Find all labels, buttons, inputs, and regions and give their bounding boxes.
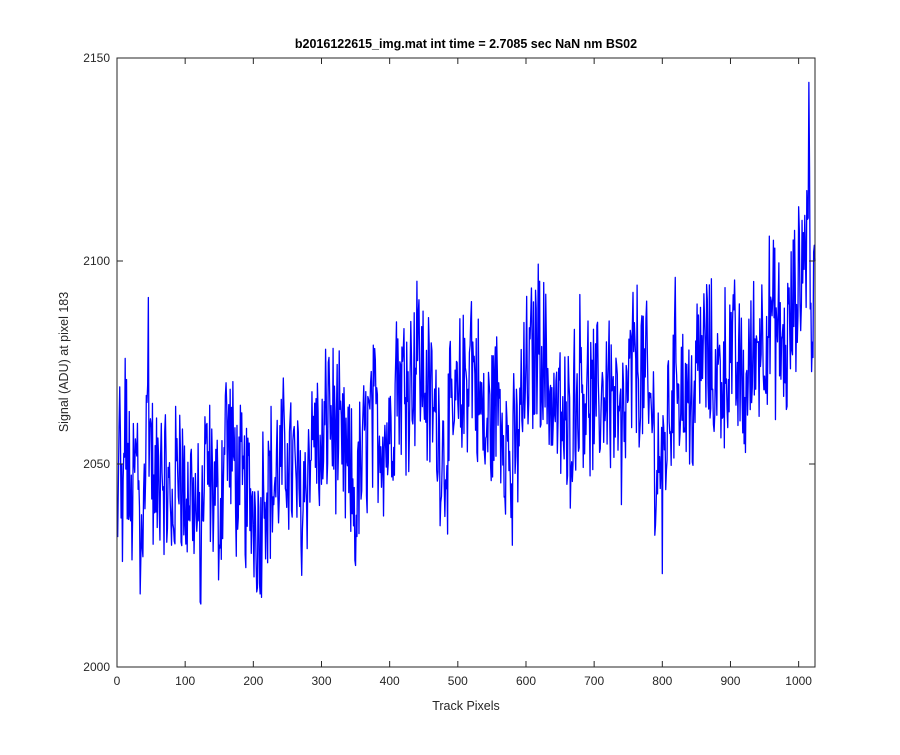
x-tick-label: 800 (652, 674, 672, 688)
x-tick-label: 700 (584, 674, 604, 688)
x-tick-label: 1000 (785, 674, 812, 688)
y-axis-label: Signal (ADU) at pixel 183 (57, 292, 71, 432)
x-axis: 0 100 200 300 400 500 600 700 800 900 1000 (114, 58, 812, 688)
x-tick-label: 900 (720, 674, 740, 688)
series-layer (117, 81, 816, 605)
x-tick-label: 100 (175, 674, 195, 688)
x-tick-label: 0 (114, 674, 121, 688)
chart-title: b2016122615_img.mat int time = 2.7085 se… (295, 37, 637, 51)
y-tick-label: 2100 (83, 254, 110, 268)
x-tick-label: 500 (448, 674, 468, 688)
y-tick-label: 2000 (83, 660, 110, 674)
x-tick-label: 300 (311, 674, 331, 688)
x-tick-label: 400 (380, 674, 400, 688)
y-tick-label: 2050 (83, 457, 110, 471)
series-line-0 (117, 81, 816, 605)
x-axis-label: Track Pixels (432, 699, 500, 713)
x-tick-label: 600 (516, 674, 536, 688)
axes-box (116, 57, 816, 668)
y-axis: 2000 2050 2100 2150 (83, 51, 815, 674)
y-tick-label: 2150 (83, 51, 110, 65)
x-tick-label: 200 (243, 674, 263, 688)
